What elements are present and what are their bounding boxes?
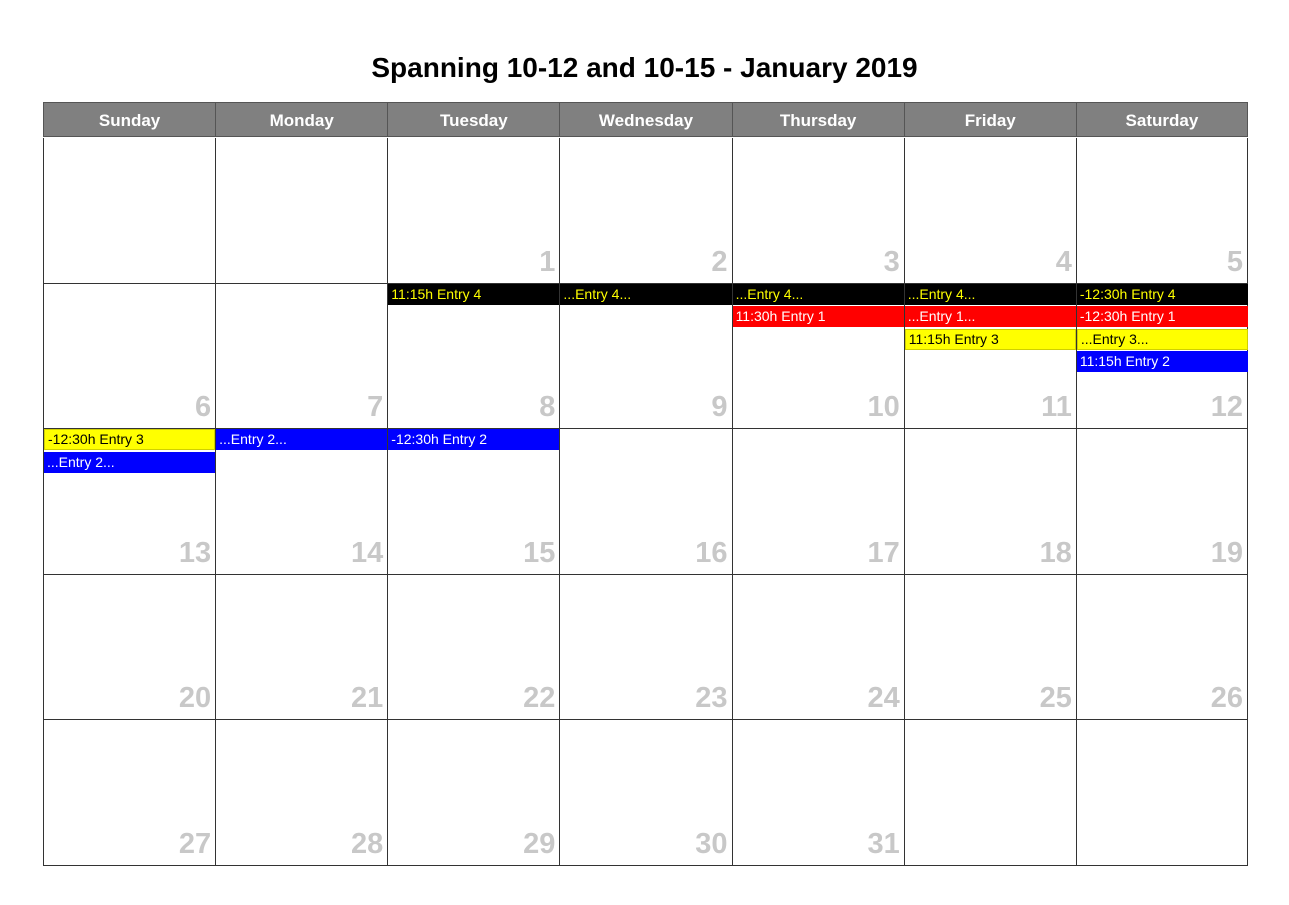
- day-number: 2: [711, 245, 728, 278]
- day-cell-27[interactable]: 27: [43, 720, 216, 866]
- day-number: 10: [867, 391, 900, 424]
- day-number: 1: [539, 245, 556, 278]
- day-number: 26: [1210, 682, 1243, 715]
- day-cell-empty: [903, 720, 1076, 866]
- day-cell-16[interactable]: 16: [559, 429, 732, 575]
- day-cell-24[interactable]: 24: [731, 574, 904, 721]
- day-cell-20[interactable]: 20: [43, 574, 216, 721]
- day-number: 14: [351, 536, 384, 569]
- day-cell-28[interactable]: 28: [215, 720, 388, 866]
- day-cell-1[interactable]: 1: [387, 138, 560, 284]
- day-cell-4[interactable]: 4: [903, 138, 1076, 284]
- day-number: 19: [1210, 536, 1243, 569]
- day-number: 20: [178, 682, 212, 715]
- day-number: 5: [1226, 245, 1243, 278]
- day-cell-18[interactable]: 18: [903, 429, 1076, 575]
- calendar-event[interactable]: -12:30h Entry 1: [1076, 306, 1248, 328]
- calendar-event[interactable]: 11:15h Entry 4: [388, 283, 560, 305]
- day-cell-2[interactable]: 2: [559, 138, 732, 284]
- day-number: 22: [523, 682, 556, 715]
- day-number: 13: [178, 536, 212, 569]
- day-number: 29: [523, 827, 556, 860]
- calendar-event[interactable]: -12:30h Entry 2: [388, 429, 560, 451]
- weekday-header-thursday: Thursday: [731, 102, 904, 137]
- calendar-event[interactable]: 11:30h Entry 1: [732, 306, 904, 328]
- day-cell-19[interactable]: 19: [1075, 429, 1248, 575]
- day-cell-29[interactable]: 29: [387, 720, 560, 866]
- day-cell-6[interactable]: 6: [43, 283, 216, 430]
- day-cell-26[interactable]: 26: [1075, 574, 1248, 721]
- day-cell-empty: [1075, 720, 1248, 866]
- calendar-event[interactable]: ...Entry 2...: [216, 429, 388, 451]
- day-cell-30[interactable]: 30: [559, 720, 732, 866]
- day-cell-17[interactable]: 17: [731, 429, 904, 575]
- day-number: 27: [178, 827, 212, 860]
- month-calendar-grid: Sunday Monday Tuesday Wednesday Thursday Frid…: [43, 102, 1248, 866]
- day-number: 7: [367, 391, 384, 424]
- day-cell-3[interactable]: 3: [731, 138, 904, 284]
- weekday-header-sunday: Sunday: [43, 102, 216, 137]
- calendar-event[interactable]: 11:15h Entry 3: [904, 328, 1076, 350]
- day-cell-21[interactable]: 21: [215, 574, 388, 721]
- day-number: 18: [1039, 536, 1072, 569]
- day-number: 31: [867, 827, 900, 860]
- day-cell-25[interactable]: 25: [903, 574, 1076, 721]
- calendar-event[interactable]: ...Entry 4...: [904, 283, 1076, 305]
- day-number: 16: [695, 536, 728, 569]
- day-number: 12: [1210, 391, 1243, 424]
- calendar-event[interactable]: -12:30h Entry 4: [1076, 283, 1248, 305]
- weekday-header-monday: Monday: [215, 102, 388, 137]
- day-number: 6: [195, 391, 212, 424]
- day-number: 28: [351, 827, 384, 860]
- day-cell-9[interactable]: 9: [559, 283, 732, 430]
- day-cell-14[interactable]: 14: [215, 429, 388, 575]
- day-number: 23: [695, 682, 728, 715]
- weekday-header-saturday: Saturday: [1075, 102, 1248, 137]
- day-number: 21: [351, 682, 384, 715]
- calendar-event[interactable]: ...Entry 4...: [560, 283, 732, 305]
- weekday-header-wednesday: Wednesday: [559, 102, 732, 137]
- day-cell-7[interactable]: 7: [215, 283, 388, 430]
- calendar-event[interactable]: 11:15h Entry 2: [1076, 351, 1248, 373]
- weekday-header-friday: Friday: [903, 102, 1076, 137]
- day-cell-empty: [215, 138, 388, 284]
- day-number: 9: [711, 391, 728, 424]
- calendar-event[interactable]: ...Entry 1...: [904, 306, 1076, 328]
- day-cell-5[interactable]: 5: [1075, 138, 1248, 284]
- day-number: 4: [1055, 245, 1072, 278]
- calendar-title: Spanning 10-12 and 10-15 - January 2019: [371, 52, 918, 83]
- day-number: 25: [1039, 682, 1072, 715]
- day-cell-15[interactable]: 15: [387, 429, 560, 575]
- day-cell-23[interactable]: 23: [559, 574, 732, 721]
- calendar-event[interactable]: -12:30h Entry 3: [44, 429, 216, 451]
- day-number: 3: [883, 245, 900, 278]
- day-number: 11: [1041, 391, 1072, 424]
- day-number: 30: [695, 827, 728, 860]
- day-number: 8: [539, 391, 556, 424]
- calendar-event[interactable]: ...Entry 4...: [732, 283, 904, 305]
- day-cell-31[interactable]: 31: [731, 720, 904, 866]
- day-cell-22[interactable]: 22: [387, 574, 560, 721]
- day-number: 24: [867, 682, 900, 715]
- day-number: 15: [523, 536, 556, 569]
- weekday-header-tuesday: Tuesday: [387, 102, 560, 137]
- calendar-event[interactable]: ...Entry 2...: [44, 451, 216, 473]
- calendar-event[interactable]: ...Entry 3...: [1076, 328, 1248, 350]
- day-cell-empty: [43, 138, 216, 284]
- day-number: 17: [867, 536, 900, 569]
- day-cell-8[interactable]: 8: [387, 283, 560, 430]
